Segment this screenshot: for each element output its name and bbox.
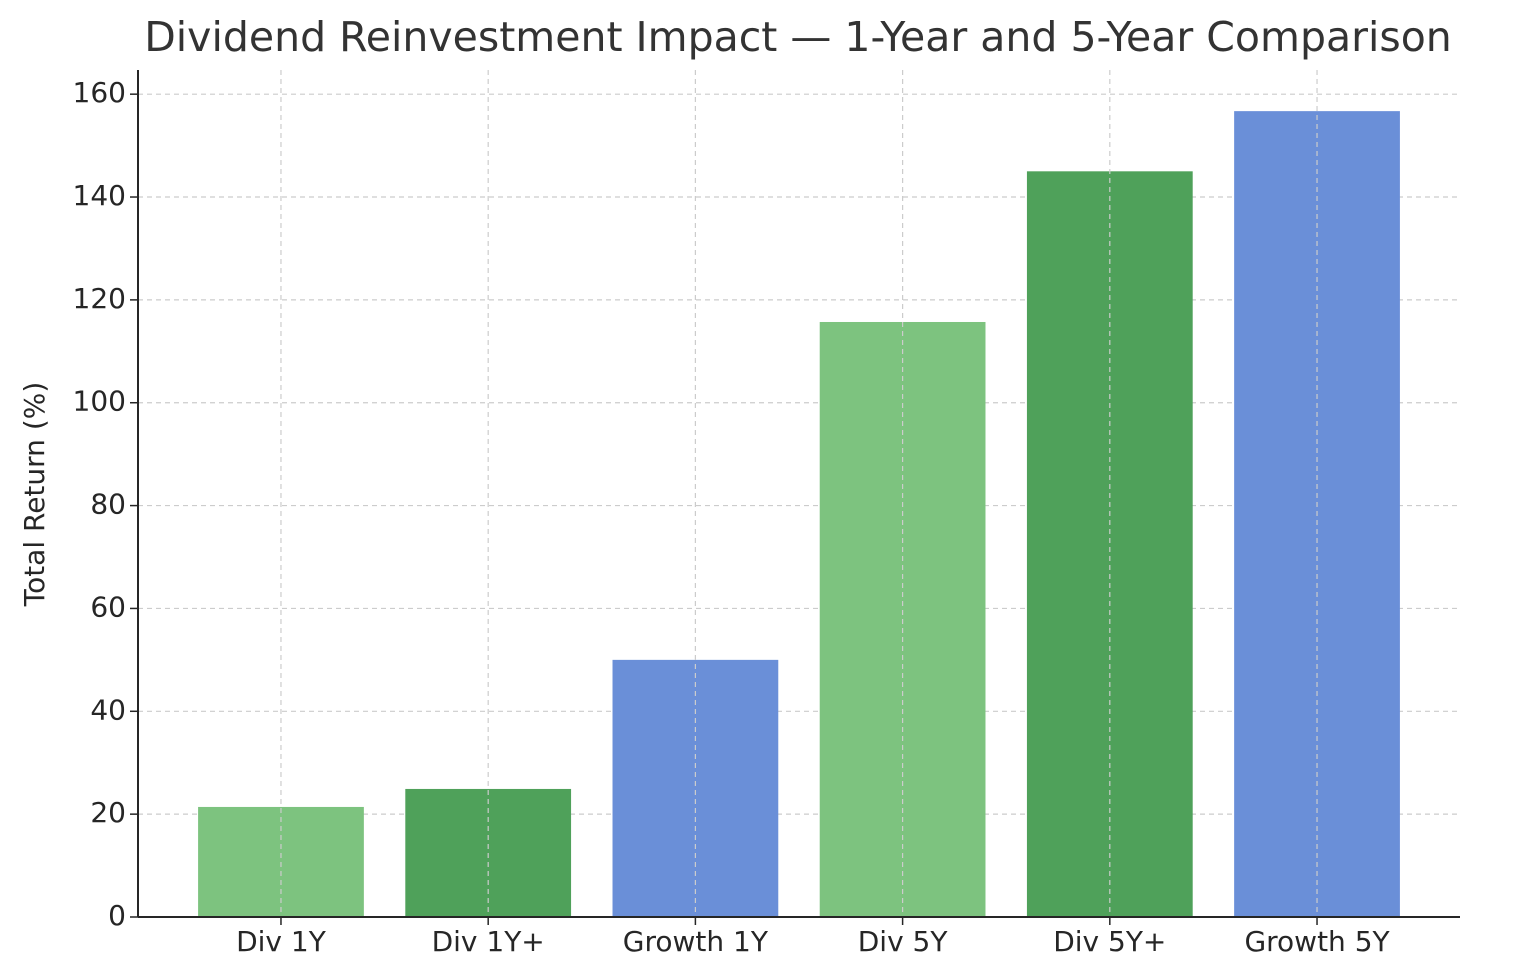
y-tick-label: 160	[73, 76, 126, 109]
y-tick-label: 60	[90, 590, 126, 623]
x-tick-label: Growth 1Y	[623, 925, 769, 958]
x-tick-label: Div 1Y+	[432, 925, 545, 958]
x-tick-label: Div 5Y+	[1053, 925, 1166, 958]
y-tick-label: 0	[108, 899, 126, 932]
chart-title: Dividend Reinvestment Impact — 1-Year an…	[144, 13, 1452, 61]
y-tick-label: 140	[73, 179, 126, 212]
y-tick-label: 120	[73, 282, 126, 315]
bar	[612, 659, 779, 917]
y-tick-label: 20	[90, 796, 126, 829]
bar	[1026, 171, 1193, 918]
y-tick-label: 40	[90, 693, 126, 726]
x-tick-label: Growth 5Y	[1244, 925, 1390, 958]
y-tick-label: 100	[73, 385, 126, 418]
y-axis-label: Total Return (%)	[18, 382, 51, 608]
y-tick-label: 80	[90, 488, 126, 521]
x-tick-label: Div 5Y	[858, 925, 949, 958]
x-tick-label: Div 1Y	[236, 925, 327, 958]
